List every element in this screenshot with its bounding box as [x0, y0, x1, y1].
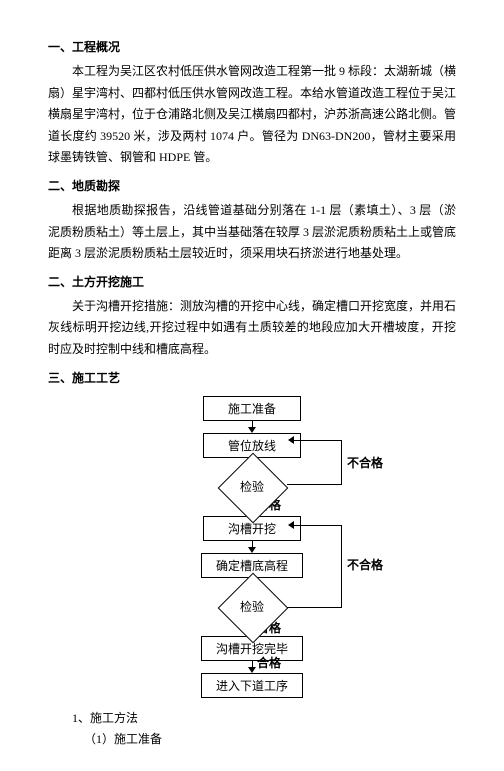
- decision-check-2: 检验: [217, 590, 287, 624]
- sub-1-1: （1）施工准备: [84, 729, 456, 751]
- node-next: 进入下道工序: [201, 673, 303, 698]
- document-page: 一、工程概况 本工程为吴江区农村低压供水管网改造工程第一批 9 标段：太湖新城（…: [0, 0, 504, 771]
- decision-check-1: 检验: [217, 470, 287, 504]
- decision-1-label: 检验: [217, 470, 287, 504]
- fb2-h-in: [294, 525, 341, 526]
- node-prepare: 施工准备: [203, 396, 301, 421]
- sub-1: 1、施工方法: [72, 708, 456, 730]
- fb1-h-out: [287, 484, 341, 485]
- section-3-para: 关于沟槽开挖措施：测放沟槽的开挖中心线，确定槽口开挖宽度，并用石灰线标明开挖边线…: [48, 296, 456, 361]
- flowchart: 不合格 不合格 合格 合格 合格 施工准备 管位放线 检验 沟槽开挖 确定槽底高…: [97, 396, 407, 698]
- fb2-arrow-icon: [288, 521, 294, 529]
- section-1-para: 本工程为吴江区农村低压供水管网改造工程第一批 9 标段：太湖新城（横扇）星宇湾村…: [48, 61, 456, 169]
- fb2-h-out: [287, 607, 341, 608]
- fb1-h-in: [294, 440, 341, 441]
- fb2-v: [341, 525, 342, 608]
- pass-label-3: 合格: [257, 654, 281, 671]
- section-4-title: 三、施工工艺: [48, 369, 456, 386]
- decision-2-label: 检验: [217, 590, 287, 624]
- fail-label-1: 不合格: [347, 454, 383, 471]
- section-2-title: 二、地质勘探: [48, 177, 456, 194]
- section-1-title: 一、工程概况: [48, 38, 456, 55]
- section-3-title: 二、土方开挖施工: [48, 273, 456, 290]
- fb1-arrow-icon: [288, 436, 294, 444]
- fail-label-2: 不合格: [347, 556, 383, 573]
- fb1-v: [341, 440, 342, 485]
- section-2-para: 根据地质勘探报告，沿线管道基础分别落在 1-1 层（素填土）、3 层（淤泥质粉质…: [48, 200, 456, 265]
